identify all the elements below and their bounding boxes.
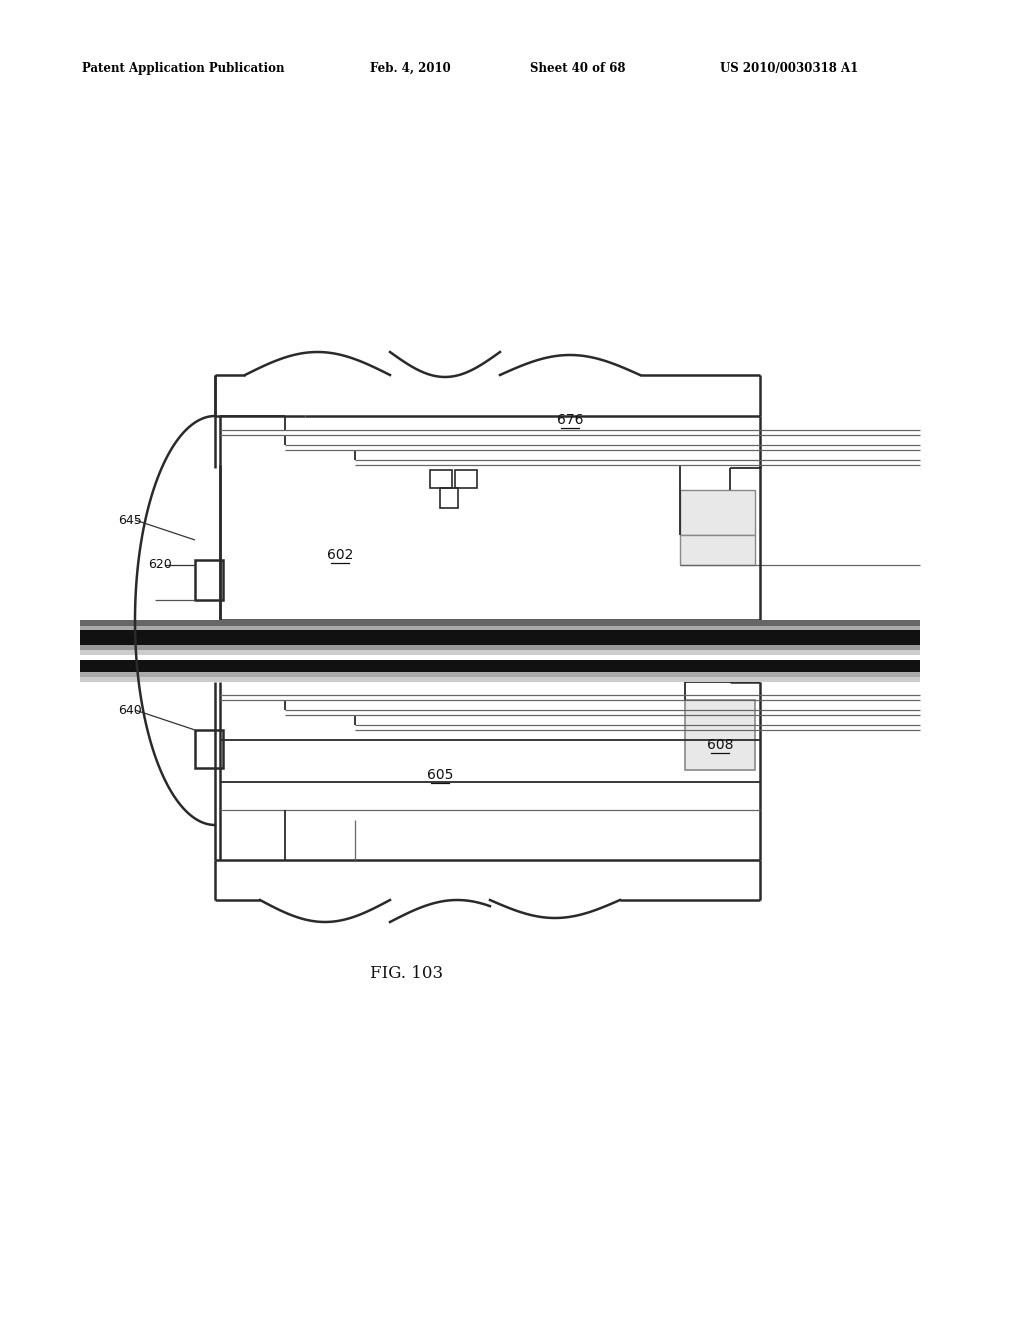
Bar (80, 672, 920, 677)
Bar (680, 535, 755, 565)
Bar (80, 677, 920, 682)
Bar (80, 626, 920, 630)
Text: Patent Application Publication: Patent Application Publication (82, 62, 285, 75)
Bar (195, 730, 223, 768)
Bar (80, 630, 920, 645)
Bar (80, 655, 920, 660)
Text: 640: 640 (118, 704, 141, 717)
Bar (680, 490, 755, 535)
Text: US 2010/0030318 A1: US 2010/0030318 A1 (720, 62, 858, 75)
Bar (80, 645, 920, 649)
Bar (430, 470, 452, 488)
Text: 608: 608 (707, 738, 733, 752)
Text: 602: 602 (327, 548, 353, 562)
Bar (455, 470, 477, 488)
Bar (685, 700, 755, 770)
Text: FIG. 103: FIG. 103 (370, 965, 443, 982)
Bar (80, 620, 920, 626)
Text: 676: 676 (557, 413, 584, 426)
Bar (440, 488, 458, 508)
Bar (80, 649, 920, 655)
Bar (80, 660, 920, 672)
Text: Sheet 40 of 68: Sheet 40 of 68 (530, 62, 626, 75)
Text: 645: 645 (118, 513, 141, 527)
Text: Feb. 4, 2010: Feb. 4, 2010 (370, 62, 451, 75)
Text: 620: 620 (148, 558, 172, 572)
Bar (195, 560, 223, 601)
Text: 605: 605 (427, 768, 454, 781)
